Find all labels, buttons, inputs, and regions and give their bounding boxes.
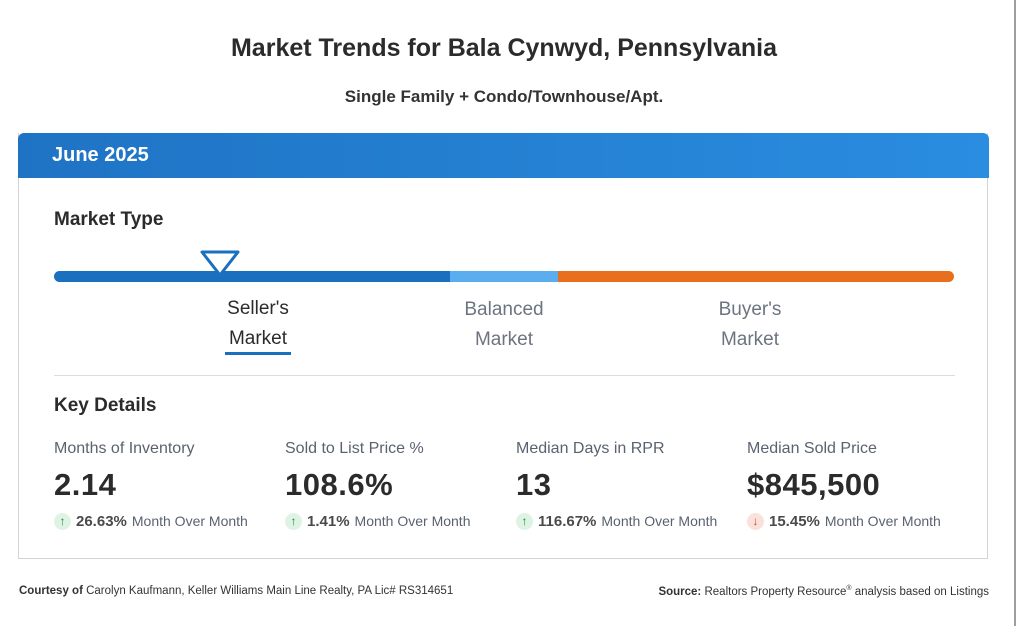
arrow-up-icon: ↑ <box>285 512 302 530</box>
market-type-buyer: Buyer's Market <box>670 295 830 355</box>
arrow-up-icon: ↑ <box>516 512 533 530</box>
card-header: June 2025 <box>18 133 989 178</box>
change-percent: 1.41% <box>307 512 350 530</box>
key-details-heading: Key Details <box>54 395 157 416</box>
metric-median-days-in-rpr: Median Days in RPR 13 ↑ 116.67% Month Ov… <box>516 440 736 531</box>
buyer-label-line2: Market <box>720 329 780 350</box>
section-divider <box>54 375 955 376</box>
balanced-label-line1: Balanced <box>464 299 544 320</box>
change-label: Month Over Month <box>131 513 248 529</box>
metric-median-sold-price: Median Sold Price $845,500 ↓ 15.45% Mont… <box>747 440 967 531</box>
balanced-label-line2: Market <box>474 329 534 350</box>
source-text: Realtors Property Resource <box>704 585 847 598</box>
change-label: Month Over Month <box>824 513 941 529</box>
change-label: Month Over Month <box>601 513 718 529</box>
buyer-market-bar <box>558 271 954 282</box>
market-type-heading: Market Type <box>54 209 164 230</box>
metric-value: $845,500 <box>747 467 881 502</box>
seller-label-line1: Seller's <box>227 298 289 319</box>
source-label: Source: <box>658 585 702 598</box>
triangle-pointer-icon <box>200 250 240 277</box>
source-footer: Source: Realtors Property Resource® anal… <box>658 585 989 598</box>
courtesy-text: Carolyn Kaufmann, Keller Williams Main L… <box>86 585 454 597</box>
market-type-balanced: Balanced Market <box>424 295 584 355</box>
window-edge-divider <box>1014 0 1016 626</box>
period-label: June 2025 <box>52 144 149 166</box>
metric-months-of-inventory: Months of Inventory 2.14 ↑ 26.63% Month … <box>54 440 274 531</box>
arrow-up-icon: ↑ <box>54 512 71 530</box>
metric-value: 13 <box>516 467 552 502</box>
change-percent: 116.67% <box>538 512 597 530</box>
metric-label: Sold to List Price % <box>285 440 424 457</box>
metric-change: ↑ 116.67% Month Over Month <box>516 511 736 531</box>
change-label: Month Over Month <box>354 513 471 529</box>
metric-label: Median Days in RPR <box>516 440 665 457</box>
selected-underline <box>225 352 291 355</box>
page-title: Market Trends for Bala Cynwyd, Pennsylva… <box>230 34 778 62</box>
balanced-market-bar <box>450 271 558 282</box>
seller-label-line2: Market <box>228 328 288 349</box>
courtesy-footer: Courtesy of Carolyn Kaufmann, Keller Wil… <box>19 585 453 597</box>
courtesy-label: Courtesy of <box>19 585 83 597</box>
metric-change: ↓ 15.45% Month Over Month <box>747 511 967 531</box>
market-card <box>18 133 988 559</box>
arrow-down-icon: ↓ <box>747 512 764 530</box>
change-percent: 15.45% <box>769 512 820 530</box>
metric-change: ↑ 26.63% Month Over Month <box>54 511 274 531</box>
registered-mark: ® <box>846 585 852 592</box>
metric-sold-to-list-price: Sold to List Price % 108.6% ↑ 1.41% Mont… <box>285 440 505 531</box>
buyer-label-line1: Buyer's <box>718 299 782 320</box>
seller-market-bar <box>54 271 450 282</box>
market-type-seller: Seller's Market <box>178 294 338 355</box>
metric-change: ↑ 1.41% Month Over Month <box>285 511 505 531</box>
source-suffix: analysis based on Listings <box>854 585 989 598</box>
change-percent: 26.63% <box>76 512 127 530</box>
metric-label: Median Sold Price <box>747 440 877 457</box>
page-subtitle: Single Family + Condo/Townhouse/Apt. <box>344 87 664 106</box>
metric-value: 2.14 <box>54 467 117 502</box>
metric-value: 108.6% <box>285 467 394 502</box>
metric-label: Months of Inventory <box>54 440 195 457</box>
